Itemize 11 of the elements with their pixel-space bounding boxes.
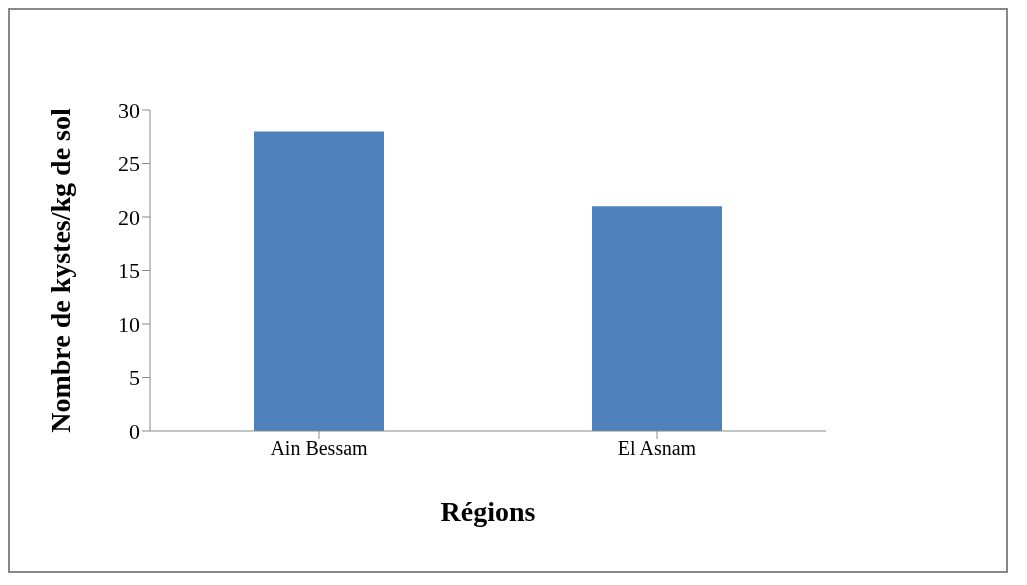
- y-tick-label: 30: [118, 97, 140, 123]
- x-tick-label: Ain Bessam: [270, 437, 369, 460]
- y-tick-label: 5: [129, 365, 140, 391]
- y-tick-label: 20: [118, 204, 140, 230]
- y-axis-title: Nombre de kystes/kg de sol: [44, 107, 76, 433]
- y-tick-label: 0: [129, 418, 140, 444]
- x-axis-title: Régions: [440, 496, 536, 527]
- x-tick-label: El Asnam: [617, 437, 697, 460]
- y-tick-label: 10: [118, 311, 140, 337]
- y-tick-label: 25: [118, 151, 140, 177]
- y-tick-label: 15: [118, 258, 140, 284]
